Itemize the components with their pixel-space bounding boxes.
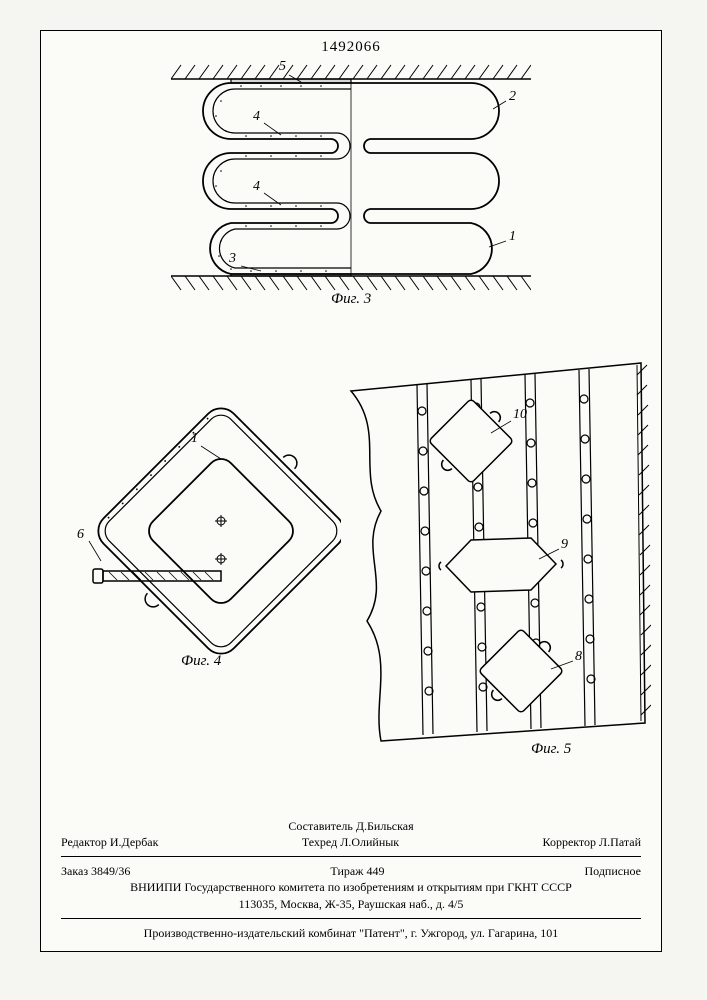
- fig5-callout-8: 8: [575, 649, 582, 665]
- fig4-callout-1: 1: [191, 431, 198, 447]
- fig5-callout-10: 10: [513, 407, 527, 423]
- fig3-callout-4b: 4: [253, 179, 260, 195]
- figure-5: 10 9 8 Фиг. 5: [341, 361, 651, 761]
- editor-name: И.Дербак: [110, 835, 159, 849]
- tirazh: Тираж 449: [330, 863, 384, 879]
- imprint-footer: Составитель Д.Бильская Редактор И.Дербак…: [61, 818, 641, 941]
- fig3-caption: Фиг. 3: [331, 291, 371, 308]
- fig3-callout-4a: 4: [253, 109, 260, 125]
- footer-rule-2: [61, 918, 641, 919]
- patent-page: 1492066: [40, 30, 662, 952]
- techred-name: Л.Олийнык: [340, 835, 399, 849]
- compiler-name: Д.Бильская: [356, 819, 414, 833]
- fig4-caption: Фиг. 4: [181, 653, 221, 670]
- figure-4: 1 6 Фиг. 4: [81, 391, 341, 681]
- fig4-svg: [81, 391, 341, 681]
- org-line-1: ВНИИПИ Государственного комитета по изоб…: [61, 879, 641, 895]
- podpisnoe: Подписное: [585, 863, 642, 879]
- figure-3: 5 4 4 3 2 1 Фиг. 3: [171, 61, 531, 311]
- compiler-label: Составитель: [288, 819, 352, 833]
- fig3-callout-2: 2: [509, 89, 516, 105]
- techred-label: Техред: [302, 835, 337, 849]
- fig3-callout-3: 3: [229, 251, 236, 267]
- addr-line-1: 113035, Москва, Ж-35, Раушская наб., д. …: [61, 896, 641, 912]
- fig5-svg: [341, 361, 651, 761]
- patent-number: 1492066: [41, 39, 661, 56]
- fig5-callout-9: 9: [561, 537, 568, 553]
- fig3-callout-5: 5: [279, 59, 286, 75]
- corrector-label: Корректор: [543, 835, 597, 849]
- fig4-callout-6: 6: [77, 527, 84, 543]
- fig3-callout-1: 1: [509, 229, 516, 245]
- fig3-svg: [171, 61, 531, 311]
- order-number: Заказ 3849/36: [61, 863, 130, 879]
- editor-label: Редактор: [61, 835, 107, 849]
- fig5-caption: Фиг. 5: [531, 741, 571, 758]
- footer-rule-1: [61, 856, 641, 857]
- org-line-2: Производственно-издательский комбинат "П…: [61, 925, 641, 941]
- corrector-name: Л.Патай: [599, 835, 641, 849]
